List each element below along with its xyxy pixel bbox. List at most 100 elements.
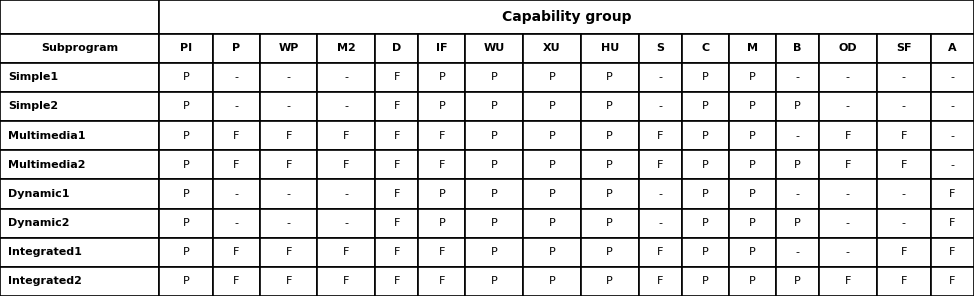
Bar xyxy=(523,121,581,150)
Text: F: F xyxy=(950,189,955,199)
Text: F: F xyxy=(393,160,400,170)
Text: P: P xyxy=(702,189,709,199)
Text: P: P xyxy=(548,131,555,141)
Text: -: - xyxy=(902,72,906,82)
Text: P: P xyxy=(182,218,189,228)
Text: F: F xyxy=(950,247,955,257)
Bar xyxy=(213,238,260,267)
Bar xyxy=(819,92,877,121)
Text: F: F xyxy=(343,276,350,287)
Bar xyxy=(581,179,639,208)
Text: P: P xyxy=(794,160,801,170)
Text: XU: XU xyxy=(543,43,561,53)
Text: P: P xyxy=(548,72,555,82)
Bar xyxy=(523,92,581,121)
Bar xyxy=(639,33,682,63)
Bar xyxy=(682,238,729,267)
Bar xyxy=(375,179,419,208)
Bar xyxy=(419,238,466,267)
Text: Dynamic2: Dynamic2 xyxy=(8,218,69,228)
Text: F: F xyxy=(901,131,907,141)
Text: P: P xyxy=(749,102,756,111)
Bar xyxy=(877,63,931,92)
Text: -: - xyxy=(795,247,800,257)
Bar xyxy=(523,238,581,267)
Text: P: P xyxy=(438,72,445,82)
Bar xyxy=(775,150,819,179)
Text: P: P xyxy=(232,43,241,53)
Bar xyxy=(775,121,819,150)
Text: -: - xyxy=(902,218,906,228)
Bar xyxy=(931,92,974,121)
Bar xyxy=(466,238,523,267)
Bar xyxy=(639,121,682,150)
Bar xyxy=(682,33,729,63)
Text: A: A xyxy=(948,43,956,53)
Text: P: P xyxy=(606,102,613,111)
Text: PI: PI xyxy=(180,43,192,53)
Bar xyxy=(375,92,419,121)
Bar xyxy=(466,63,523,92)
Text: P: P xyxy=(182,72,189,82)
Text: -: - xyxy=(658,102,662,111)
Bar xyxy=(159,179,213,208)
Text: P: P xyxy=(182,276,189,287)
Text: F: F xyxy=(844,160,851,170)
Text: P: P xyxy=(702,276,709,287)
Bar xyxy=(419,92,466,121)
Bar xyxy=(775,267,819,296)
Bar xyxy=(0,267,159,296)
Bar xyxy=(682,208,729,238)
Bar xyxy=(419,63,466,92)
Text: -: - xyxy=(795,131,800,141)
Bar xyxy=(523,33,581,63)
Bar xyxy=(729,121,775,150)
Bar xyxy=(639,150,682,179)
Text: F: F xyxy=(657,247,663,257)
Text: P: P xyxy=(606,276,613,287)
Bar xyxy=(729,238,775,267)
Bar xyxy=(260,63,318,92)
Bar xyxy=(419,121,466,150)
Bar xyxy=(729,63,775,92)
Bar xyxy=(260,33,318,63)
Text: -: - xyxy=(286,189,290,199)
Text: F: F xyxy=(233,247,240,257)
Bar xyxy=(375,208,419,238)
Text: P: P xyxy=(548,247,555,257)
Bar xyxy=(213,63,260,92)
Text: P: P xyxy=(794,218,801,228)
Text: P: P xyxy=(438,218,445,228)
Bar xyxy=(213,150,260,179)
Text: Simple2: Simple2 xyxy=(8,102,57,111)
Text: M2: M2 xyxy=(337,43,356,53)
Text: P: P xyxy=(548,218,555,228)
Text: -: - xyxy=(658,189,662,199)
Text: Integrated1: Integrated1 xyxy=(8,247,82,257)
Bar xyxy=(729,179,775,208)
Text: -: - xyxy=(845,189,849,199)
Bar xyxy=(877,267,931,296)
Bar xyxy=(523,208,581,238)
Text: P: P xyxy=(606,189,613,199)
Text: -: - xyxy=(951,102,955,111)
Bar xyxy=(877,208,931,238)
Bar xyxy=(581,63,639,92)
Text: P: P xyxy=(749,160,756,170)
Bar xyxy=(581,238,639,267)
Bar xyxy=(523,267,581,296)
Text: -: - xyxy=(902,102,906,111)
Bar xyxy=(682,63,729,92)
Bar xyxy=(775,179,819,208)
Text: P: P xyxy=(182,160,189,170)
Bar xyxy=(639,92,682,121)
Bar xyxy=(639,63,682,92)
Text: F: F xyxy=(950,276,955,287)
Bar xyxy=(318,238,375,267)
Bar xyxy=(819,238,877,267)
Text: P: P xyxy=(182,247,189,257)
Bar xyxy=(260,179,318,208)
Text: P: P xyxy=(794,276,801,287)
Text: F: F xyxy=(393,247,400,257)
Bar xyxy=(419,150,466,179)
